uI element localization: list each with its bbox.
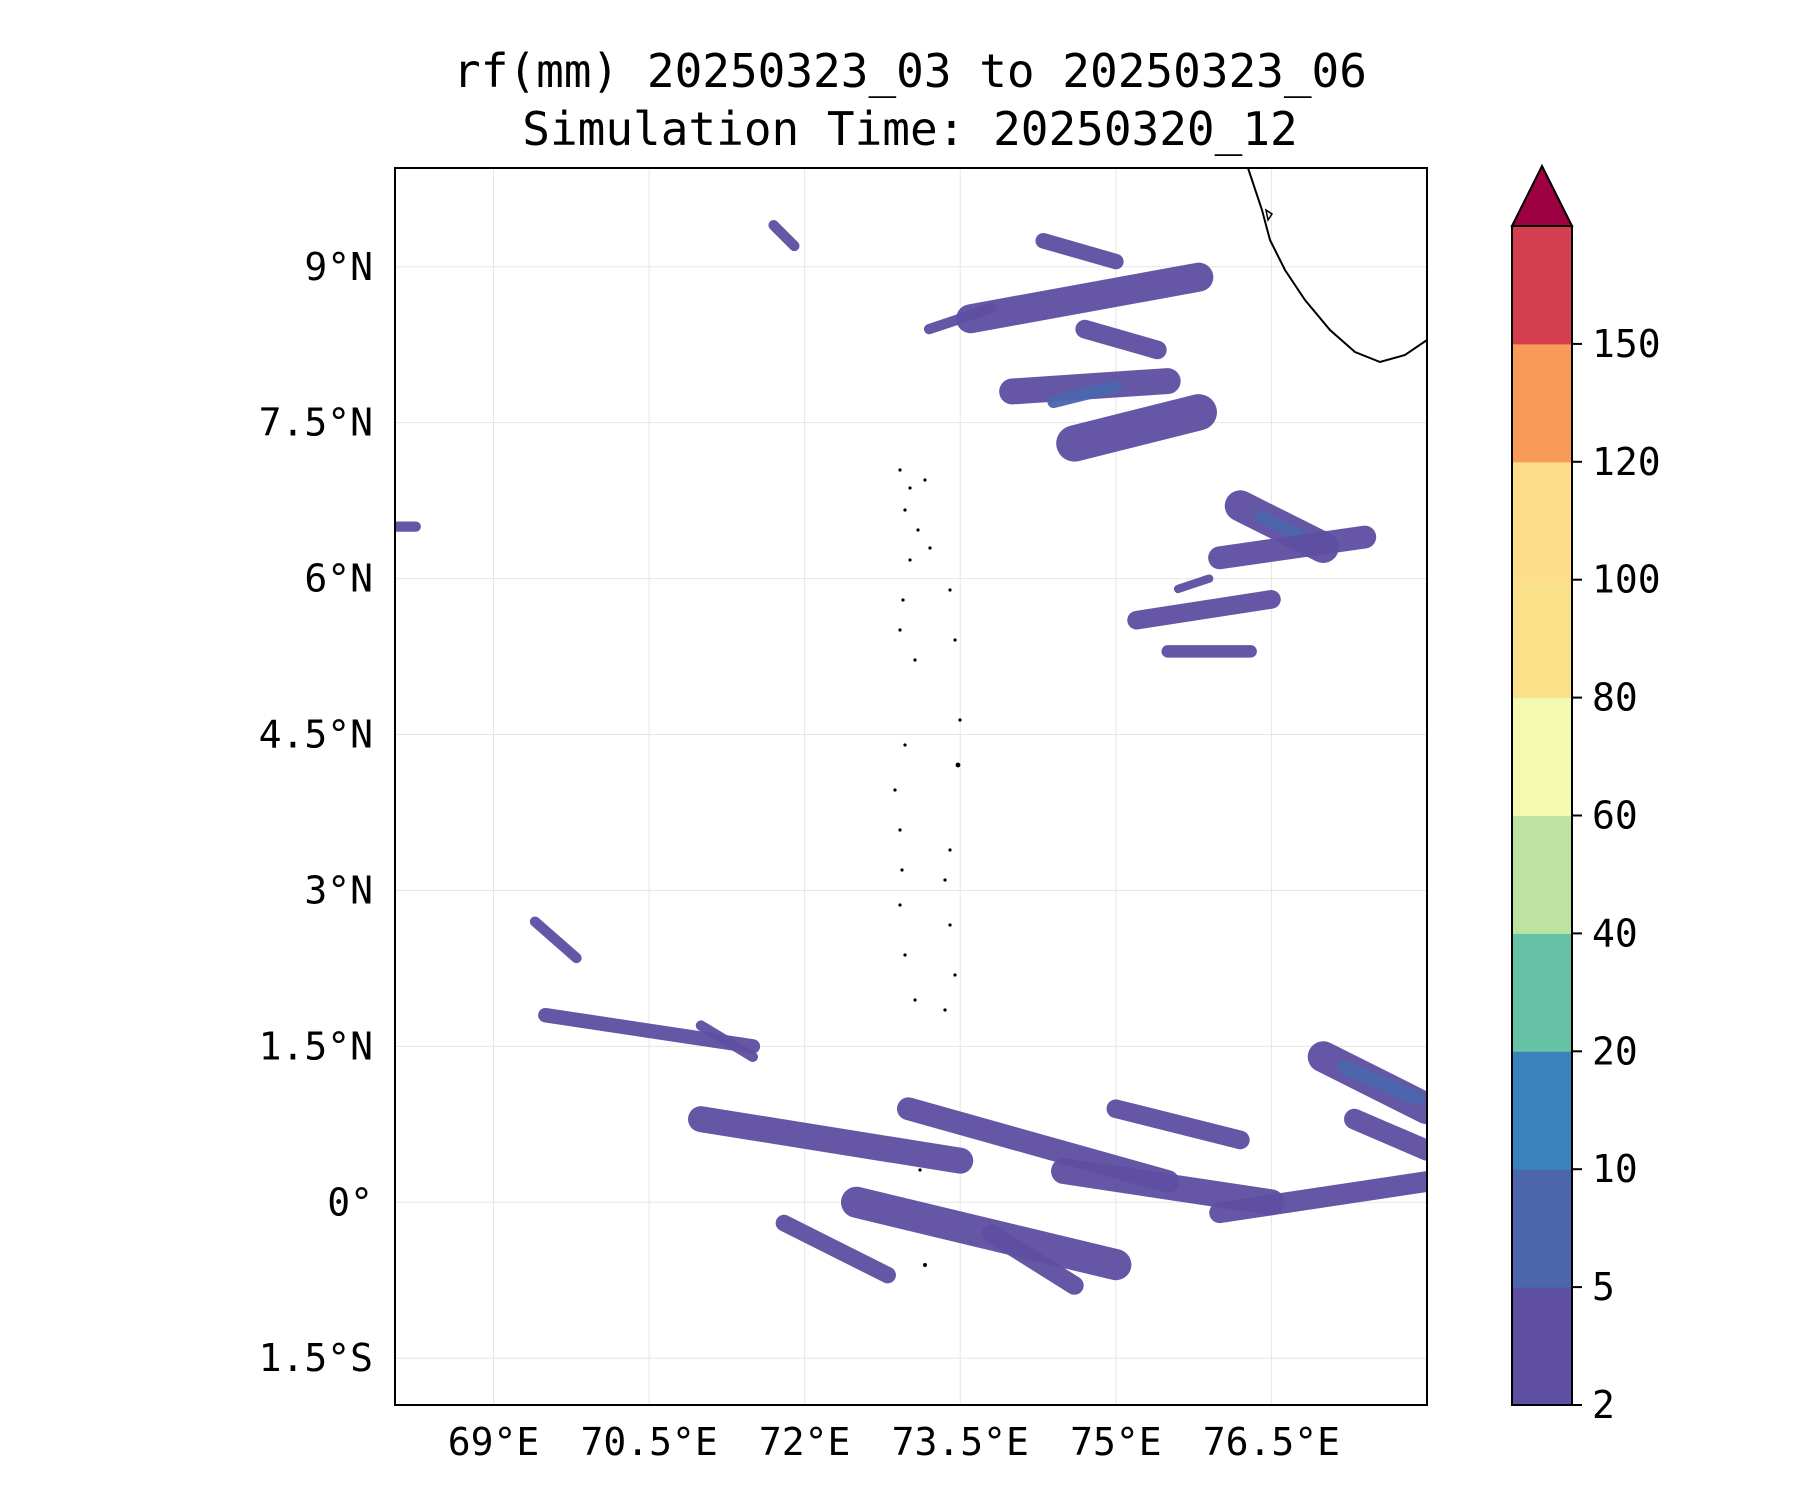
x-tick-label: 75°E xyxy=(1070,1420,1162,1464)
rain-band xyxy=(1173,574,1214,594)
rain-band xyxy=(1075,319,1167,360)
rain-band xyxy=(1336,1059,1424,1106)
sri-lanka-coast-island xyxy=(1264,208,1274,222)
colorbar-segment xyxy=(1512,579,1572,699)
colorbar-tick-label: 150 xyxy=(1592,322,1661,366)
y-tick-label: 1.5°S xyxy=(259,1336,373,1380)
colorbar-segment xyxy=(1512,933,1572,1052)
title-line-2: Simulation Time: 20250320_12 xyxy=(522,102,1298,156)
map-frame xyxy=(394,167,1428,1406)
rain-band xyxy=(1127,590,1281,630)
y-tick-label: 6°N xyxy=(304,557,373,601)
rain-band xyxy=(529,916,582,964)
colorbar-segment xyxy=(1512,1169,1572,1288)
rain-band xyxy=(688,1106,974,1174)
rain-band xyxy=(999,368,1181,405)
x-tick-label: 70.5°E xyxy=(580,1420,717,1464)
colorbar-segment xyxy=(1512,815,1572,934)
rainfall-contours xyxy=(395,219,1427,1295)
rain-band xyxy=(1254,510,1309,544)
x-tick-label: 72°E xyxy=(759,1420,851,1464)
colorbar-tick-label: 60 xyxy=(1592,794,1638,838)
axis-ticks: 69°E 70.5°E 72°E 73.5°E 75°E 76.5°E 9°N 7.5°N 6°… xyxy=(259,245,1340,1464)
x-tick-label: 76.5°E xyxy=(1203,1420,1340,1464)
rain-band xyxy=(982,1224,1084,1295)
coastline xyxy=(893,168,1427,1267)
colorbar-tick-label: 2 xyxy=(1592,1383,1615,1427)
colorbar-extend-arrow xyxy=(1510,163,1574,227)
colorbar-segment xyxy=(1512,226,1572,345)
india-coastline xyxy=(1247,168,1427,364)
y-tick-label: 0° xyxy=(327,1180,373,1224)
rain-band xyxy=(768,219,800,252)
colorbar-tick-label: 120 xyxy=(1592,440,1661,484)
colorbar-segment xyxy=(1512,697,1572,816)
rain-band xyxy=(1047,380,1123,409)
rain-band xyxy=(1344,1108,1427,1161)
title-line-1: rf(mm) 20250323_03 to 20250323_06 xyxy=(453,44,1367,98)
y-tick-label: 9°N xyxy=(304,245,373,289)
rain-band xyxy=(1208,525,1377,570)
y-tick-label: 7.5°N xyxy=(259,401,373,445)
colorbar: 2 5 10 20 40 60 80 100 120 150 xyxy=(1510,163,1661,1427)
rain-band xyxy=(1106,1099,1250,1150)
rain-band xyxy=(775,1214,896,1284)
colorbar-segment xyxy=(1512,1287,1572,1406)
rain-band xyxy=(956,262,1214,334)
rain-band xyxy=(1056,394,1217,462)
colorbar-tick-label: 20 xyxy=(1592,1029,1638,1073)
x-tick-label: 73.5°E xyxy=(892,1420,1029,1464)
y-tick-label: 3°N xyxy=(304,868,373,912)
chart-title: rf(mm) 20250323_03 to 20250323_06 Simula… xyxy=(390,42,1430,158)
colorbar-tick-label: 80 xyxy=(1592,676,1638,720)
colorbar-tick-label: 40 xyxy=(1592,911,1638,955)
y-tick-label: 4.5°N xyxy=(259,713,373,757)
maldives-islands xyxy=(893,468,962,1267)
colorbar-tick-label: 10 xyxy=(1592,1147,1638,1191)
colorbar-segment xyxy=(1512,461,1572,581)
colorbar-tick-label: 5 xyxy=(1592,1265,1615,1309)
colorbar-segment xyxy=(1512,1051,1572,1170)
colorbar-segment xyxy=(1512,343,1572,463)
colorbar-tick-label: 100 xyxy=(1592,558,1661,602)
rain-band xyxy=(1051,1158,1285,1216)
rain-band xyxy=(1209,1171,1427,1224)
y-tick-label: 1.5°N xyxy=(259,1024,373,1068)
rain-band xyxy=(1035,232,1124,270)
x-tick-label: 69°E xyxy=(448,1420,540,1464)
rain-band xyxy=(695,1020,759,1062)
rain-band xyxy=(923,303,997,335)
